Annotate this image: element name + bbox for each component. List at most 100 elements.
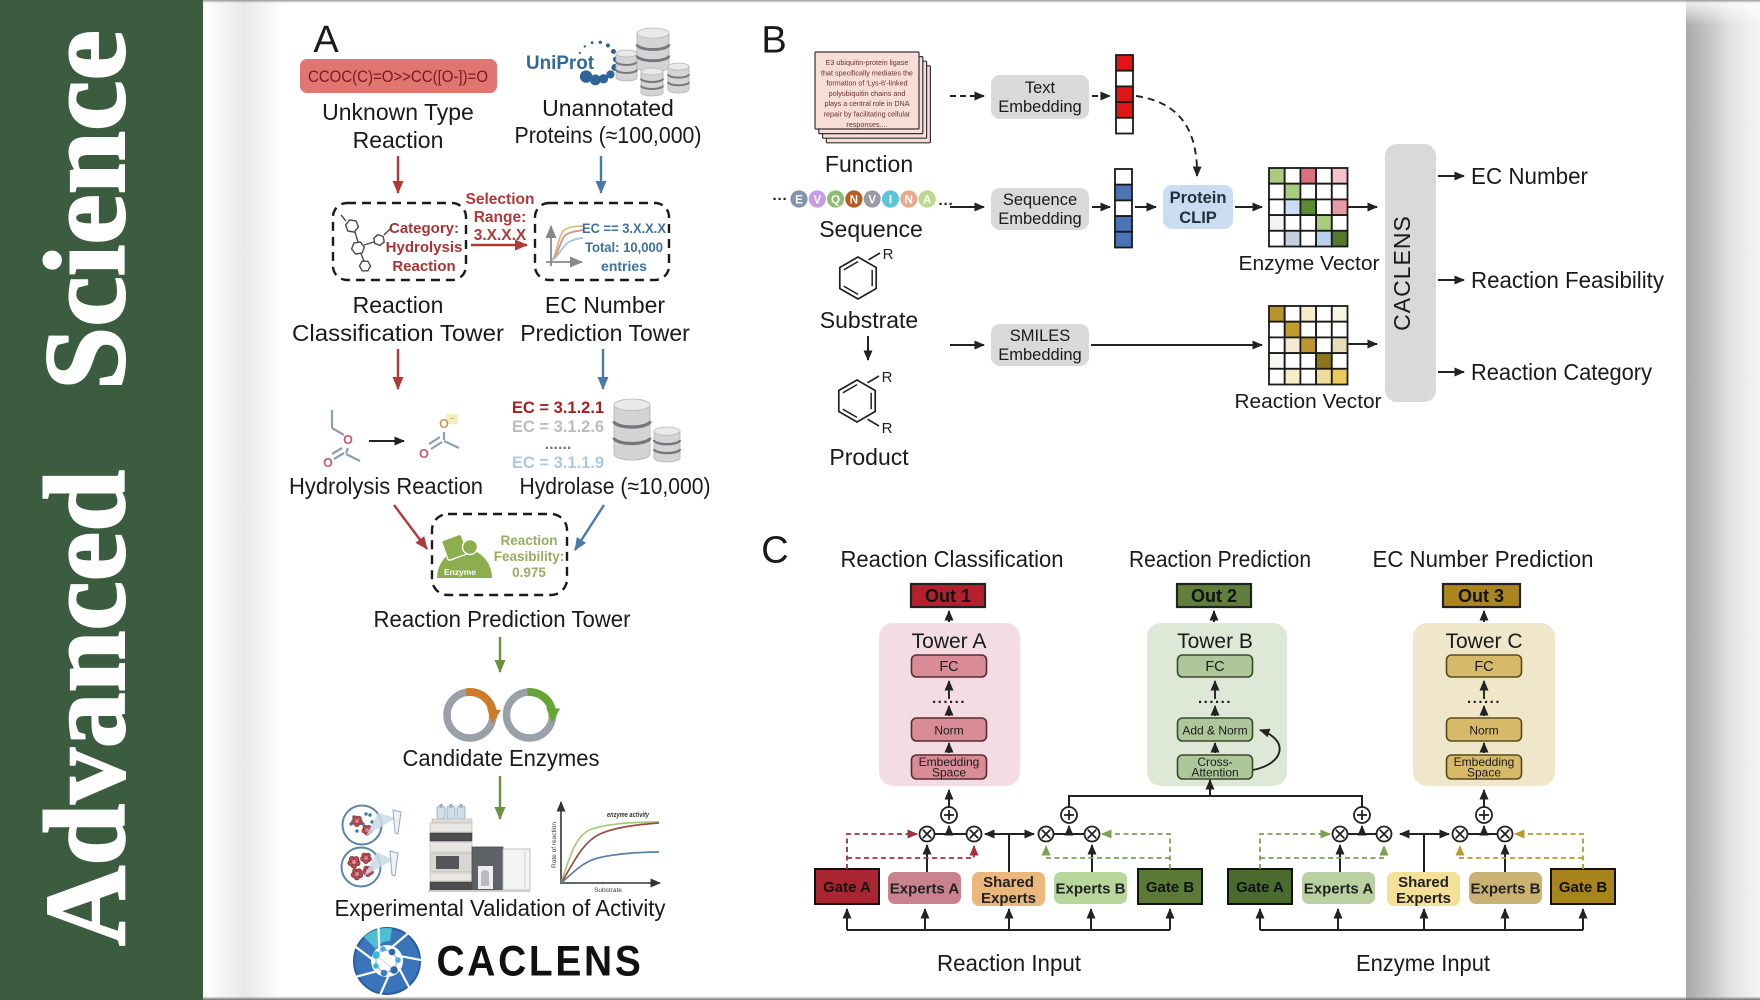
svg-text:Tower A: Tower A [912,630,987,653]
svg-text:FC: FC [939,659,958,675]
svg-text:formation of 'Lys-6'-linked: formation of 'Lys-6'-linked [826,79,907,88]
svg-text:E: E [795,195,803,207]
svg-text:Enzyme Vector: Enzyme Vector [1239,253,1380,275]
svg-text:Experts B: Experts B [1470,881,1540,898]
svg-text:0.975: 0.975 [512,565,546,580]
svg-text:Gate B: Gate B [1146,879,1195,896]
svg-text:Classification Tower: Classification Tower [292,320,504,346]
svg-text:Norm: Norm [934,724,963,738]
svg-text:R: R [882,369,893,386]
svg-text:CCOC(C)=O>>CC([O-])=O: CCOC(C)=O>>CC([O-])=O [308,68,488,86]
svg-text:Reaction Prediction: Reaction Prediction [1129,546,1311,572]
svg-text:EC == 3.X.X.X: EC == 3.X.X.X [582,220,667,236]
svg-text:Reaction Prediction Tower: Reaction Prediction Tower [374,606,631,632]
svg-text:Protein: Protein [1170,189,1227,207]
svg-text:Unknown Type: Unknown Type [322,99,474,125]
svg-text:3.X.X.X: 3.X.X.X [474,227,527,244]
svg-text:Experts A: Experts A [890,881,960,898]
svg-text:Reaction: Reaction [353,127,444,153]
svg-text:CACLENS: CACLENS [1389,215,1415,331]
svg-text:Reaction: Reaction [353,292,444,318]
svg-text:O: O [439,417,449,431]
svg-text:Text: Text [1025,79,1056,97]
svg-text:CLIP: CLIP [1179,209,1217,227]
svg-text:Reaction Feasibility: Reaction Feasibility [1471,267,1664,293]
svg-text:Out 2: Out 2 [1191,586,1237,606]
svg-text:Add & Norm: Add & Norm [1182,724,1247,738]
svg-text:Substrate: Substrate [594,887,622,894]
svg-text:Hydrolysis Reaction: Hydrolysis Reaction [289,473,483,499]
svg-text:N: N [850,195,858,207]
svg-text:Embedding: Embedding [998,346,1081,364]
svg-text:EC Number Prediction: EC Number Prediction [1373,546,1594,572]
svg-text:Prediction Tower: Prediction Tower [520,320,690,346]
svg-text:I: I [889,195,892,207]
svg-text:O: O [343,433,353,447]
svg-text:N: N [905,195,913,207]
svg-text:R: R [882,420,893,437]
svg-text:plays a central role in DNA: plays a central role in DNA [824,99,909,108]
svg-text:Reaction Input: Reaction Input [937,950,1082,976]
svg-text:C: C [761,530,788,572]
svg-text:R: R [883,246,894,263]
svg-text:V: V [813,195,821,207]
svg-text:Space: Space [932,766,966,780]
svg-text:SMILES: SMILES [1010,327,1071,345]
svg-text:FC: FC [1205,659,1224,675]
svg-text:Sequence: Sequence [1003,191,1077,209]
svg-text:Shared: Shared [983,874,1034,891]
svg-text:EC Number: EC Number [1471,163,1588,189]
svg-text:···: ··· [773,191,788,208]
svg-text:A: A [923,195,931,207]
svg-text:A: A [313,19,339,61]
svg-text:EC = 3.1.2.1: EC = 3.1.2.1 [512,399,604,417]
svg-text:Embedding: Embedding [998,210,1081,228]
svg-text:EC = 3.1.2.6: EC = 3.1.2.6 [512,418,604,436]
svg-text:......: ...... [932,690,966,707]
svg-text:Cross-: Cross- [1197,755,1232,769]
svg-text:EC = 3.1.1.9: EC = 3.1.1.9 [512,454,604,472]
svg-text:enzyme activity: enzyme activity [607,810,650,819]
svg-text:Enzyme Input: Enzyme Input [1356,950,1491,976]
svg-text:Reaction: Reaction [500,533,557,548]
svg-text:Out 3: Out 3 [1458,586,1504,606]
svg-text:EC Number: EC Number [545,292,665,318]
svg-text:entries: entries [601,258,647,274]
svg-text:Gate A: Gate A [1236,879,1284,896]
svg-text:repair by facilitating cellula: repair by facilitating cellular [824,110,911,119]
svg-text:Experimental Validation of Act: Experimental Validation of Activity [335,895,666,921]
svg-text:Reaction: Reaction [392,258,455,275]
svg-text:Embedding: Embedding [1454,755,1515,769]
svg-text:Embedding: Embedding [998,98,1081,116]
svg-text:Shared: Shared [1398,874,1449,891]
svg-text:FC: FC [1474,659,1493,675]
svg-text:Tower B: Tower B [1177,630,1253,653]
svg-text:V: V [868,195,876,207]
svg-text:Candidate Enzymes: Candidate Enzymes [403,745,600,771]
svg-text:Feasibility:: Feasibility: [494,549,565,564]
svg-text:Range:: Range: [474,209,527,226]
svg-text:Selection: Selection [466,191,535,208]
svg-text:Q: Q [831,195,840,207]
svg-text:Product: Product [829,444,909,470]
svg-text:Reaction Vector: Reaction Vector [1235,391,1382,413]
svg-text:that specifically mediates the: that specifically mediates the [821,68,913,77]
svg-text:Reaction Category: Reaction Category [1471,359,1652,385]
svg-text:Gate B: Gate B [1559,879,1608,896]
svg-text:Advanced: Advanced [22,470,150,946]
svg-text:polyubiquitin chains and: polyubiquitin chains and [829,89,906,98]
svg-text:Total: 10,000: Total: 10,000 [585,239,663,255]
svg-text:Hydrolase (≈10,000): Hydrolase (≈10,000) [520,473,711,499]
svg-text:Norm: Norm [1469,724,1498,738]
svg-text:......: ...... [545,436,572,453]
svg-text:Rate of reaction: Rate of reaction [551,822,558,868]
svg-text:Experts A: Experts A [1304,881,1374,898]
svg-text:Out 1: Out 1 [925,586,971,606]
svg-text:O: O [323,456,333,470]
svg-text:Space: Space [1467,766,1501,780]
svg-text:Reaction Classification: Reaction Classification [841,546,1064,572]
svg-text:Experts: Experts [1396,890,1451,907]
svg-text:Embedding: Embedding [919,755,980,769]
svg-text:Unannotated: Unannotated [542,95,674,121]
svg-text:......: ...... [1198,690,1232,707]
